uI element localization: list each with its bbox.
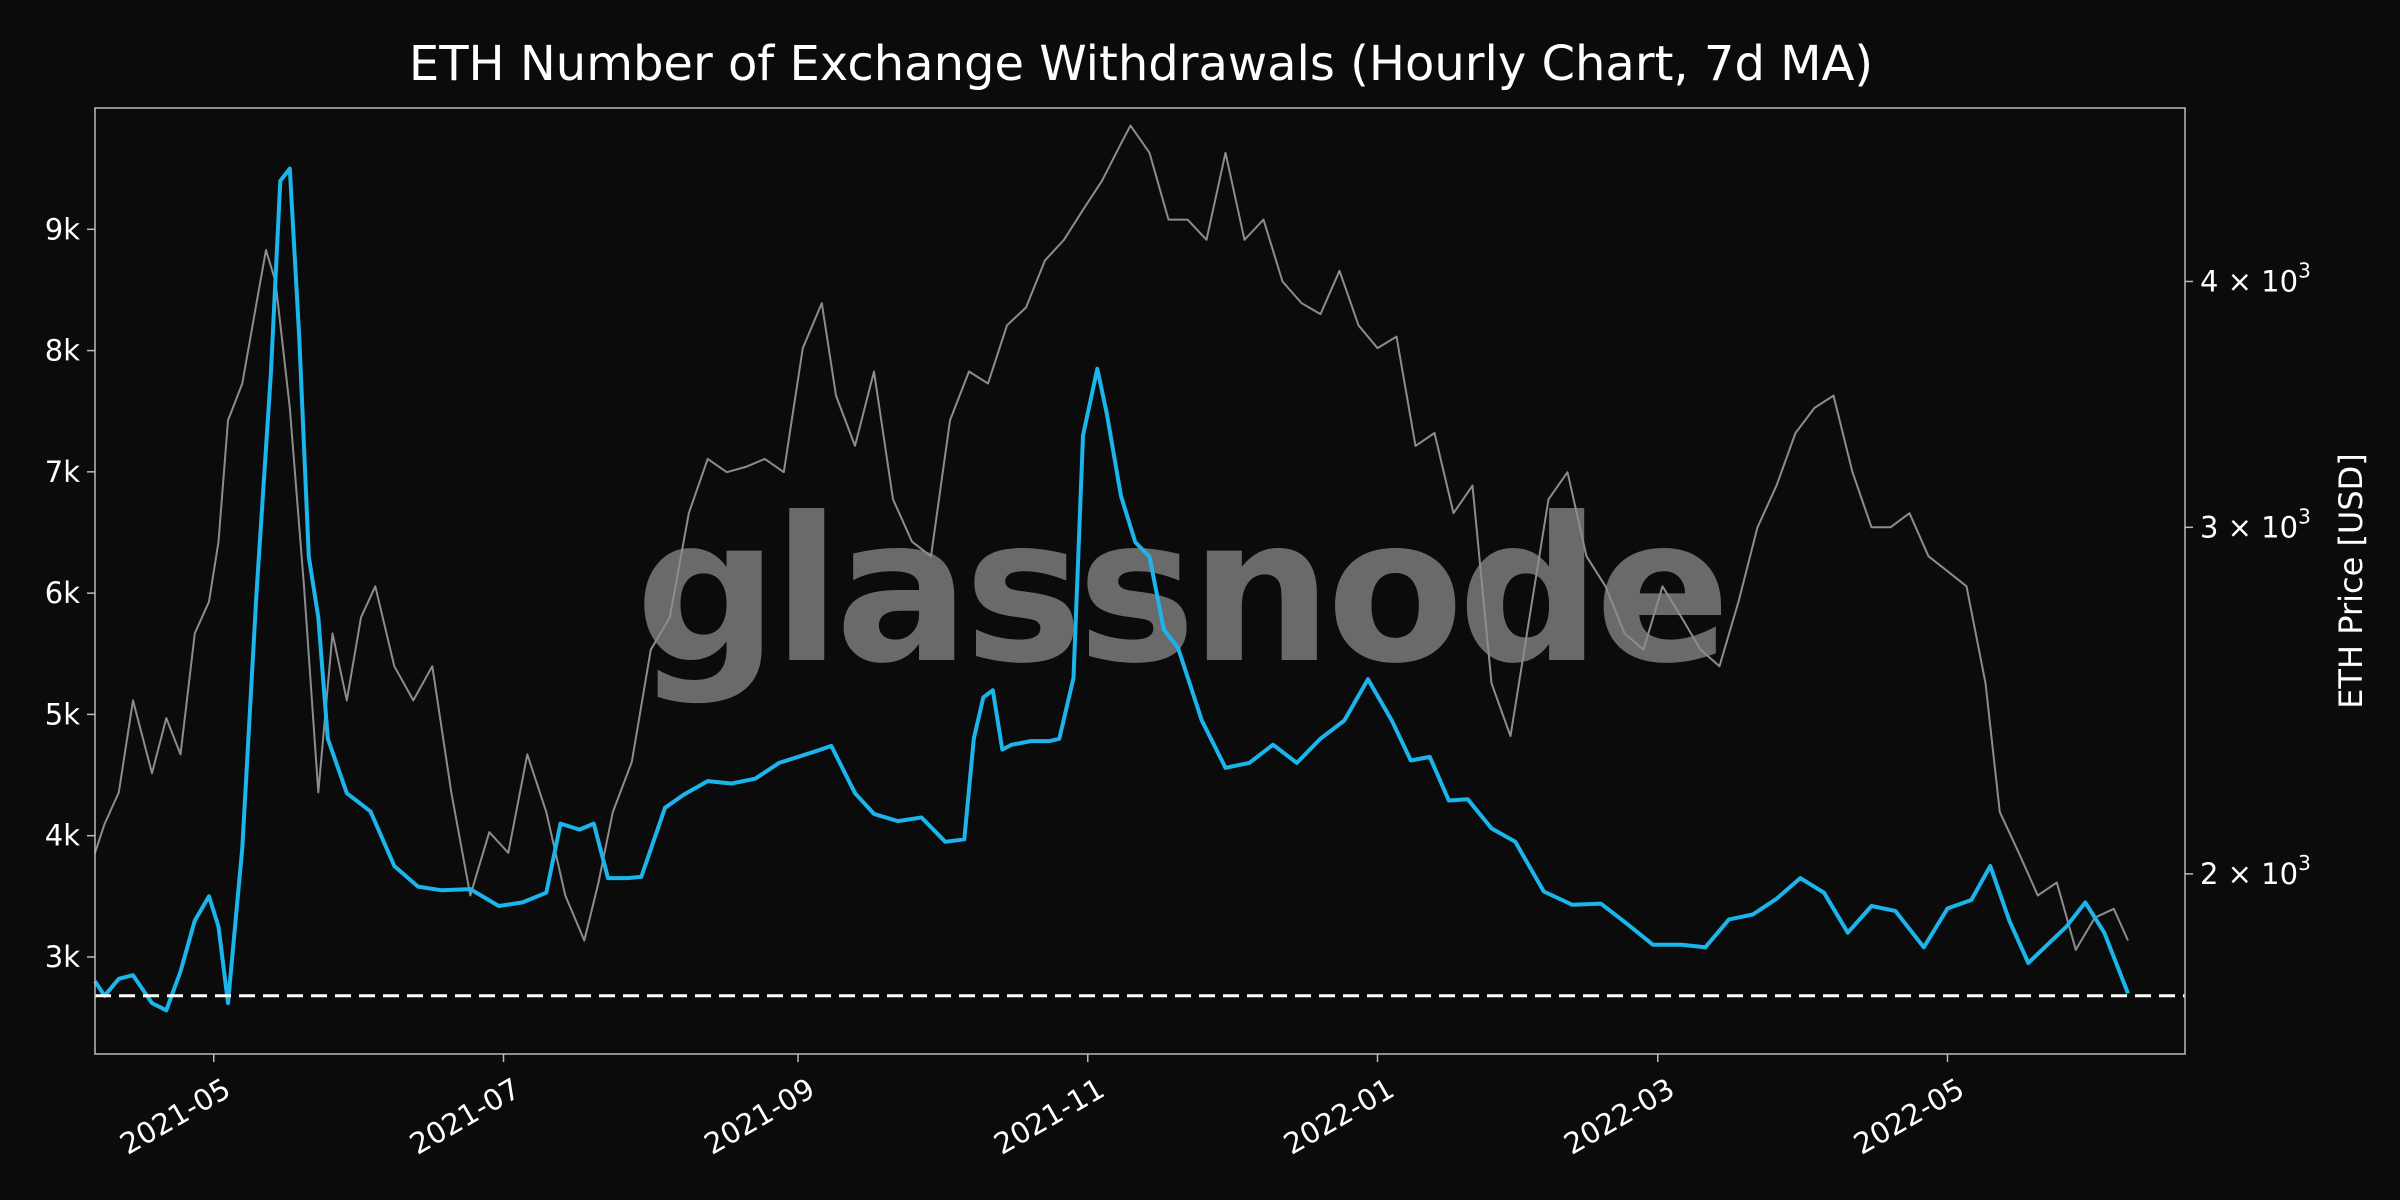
left-tick-label: 8k [45, 334, 80, 368]
left-tick-label: 9k [45, 212, 80, 246]
left-tick-label: 4k [45, 819, 80, 853]
right-axis-label: ETH Price [USD] [2332, 453, 2370, 709]
plot-frame [94, 107, 2186, 1055]
right-tick-label: 3 × 103 [2200, 504, 2311, 544]
left-tick-label: 6k [45, 576, 80, 610]
glassnode-watermark: glassnode [635, 475, 1724, 708]
right-tick-exponent: 3 [2298, 504, 2311, 528]
left-tick-label: 7k [45, 455, 80, 489]
price-series [94, 124, 2129, 951]
left-y-axis: 3k 4k 5k 6k 7k 8k 9k [45, 212, 95, 974]
right-tick-label: 2 × 103 [2200, 851, 2311, 891]
eth-price-line [94, 124, 2129, 951]
right-y-axis: 2 × 103 3 × 103 4 × 103 [2185, 258, 2311, 891]
left-tick-label: 5k [45, 697, 80, 731]
withdrawals-series [93, 166, 2130, 1013]
chart-title: ETH Number of Exchange Withdrawals (Hour… [409, 36, 1873, 92]
withdrawals-line [93, 166, 2130, 1013]
right-tick-exponent: 3 [2298, 258, 2311, 282]
left-tick-label: 3k [45, 940, 80, 974]
right-tick-exponent: 3 [2298, 851, 2311, 875]
right-tick-label: 4 × 103 [2200, 258, 2311, 298]
